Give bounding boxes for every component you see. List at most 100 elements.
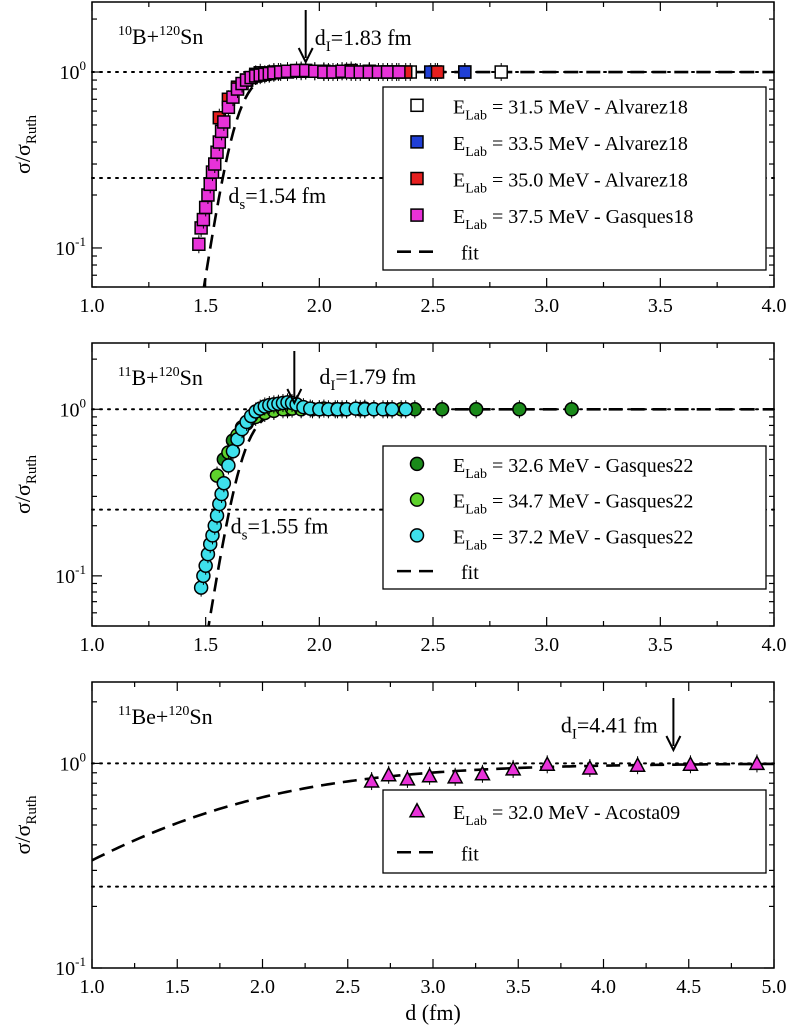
y-tick-base: 10 (60, 62, 80, 84)
label-sub: I (330, 378, 335, 394)
x-tick-label: 1.5 (193, 634, 218, 656)
y-tick-label: 100 (60, 395, 87, 421)
data-point (216, 475, 232, 491)
legend-label: ELab = 34.7 MeV - Gasques22 (453, 491, 693, 518)
x-axis-ticks: 1.0 1.5 2.0 2.5 3.0 3.5 4.0 4.5 5.0 (80, 682, 787, 998)
y-tick-base: 10 (60, 753, 80, 775)
interaction-distance-label: dI=1.79 fm (319, 364, 416, 394)
data-point (446, 768, 464, 784)
series-1 (363, 754, 766, 791)
legend-text: fit (461, 562, 479, 584)
legend-marker (409, 528, 425, 543)
legend-label: ELab = 37.2 MeV - Gasques22 (453, 526, 693, 553)
legend-e: E (453, 206, 465, 228)
y-axis-label: σ/σRuth (10, 795, 40, 855)
legend-text: = 35.0 MeV - Alvarez18 (487, 170, 688, 192)
x-axis-ticks: 1.0 1.5 2.0 2.5 3.0 3.5 4.0 (80, 2, 787, 317)
data-point (682, 755, 699, 772)
y-tick-label: 100 (60, 749, 87, 775)
legend-text: = 37.5 MeV - Gasques18 (487, 206, 693, 228)
reaction-mass-1: 10 (118, 24, 132, 39)
y-axis-label-main: σ/σ (10, 484, 35, 514)
reaction-label: 10B+120Sn (118, 24, 203, 49)
y-tick-exponent: 0 (80, 58, 87, 73)
legend-e: E (453, 133, 465, 155)
y-tick-base: 10 (55, 958, 75, 980)
y-tick-exponent: 0 (80, 749, 87, 764)
legend-label: ELab = 32.0 MeV - Acosta09 (453, 802, 680, 829)
legend-e: E (453, 455, 465, 477)
legend-marker (410, 98, 424, 113)
legend-text: = 32.0 MeV - Acosta09 (487, 802, 680, 824)
label-sub: I (326, 39, 331, 55)
data-point (208, 157, 222, 171)
y-axis-label: σ/σRuth (10, 454, 40, 514)
legend-text: = 32.6 MeV - Gasques22 (487, 455, 693, 477)
label-value: =1.79 fm (335, 364, 416, 389)
legend-sub: Lab (465, 538, 487, 553)
legend-text: = 34.7 MeV - Gasques22 (487, 491, 693, 513)
x-tick-label: 1.5 (193, 295, 218, 317)
x-axis-label: d (fm) (405, 1000, 461, 1025)
label-d: d (561, 712, 572, 737)
x-tick-label: 1.0 (80, 634, 105, 656)
legend-label: fit (461, 243, 479, 265)
legend-marker (410, 171, 424, 186)
data-point (198, 200, 213, 215)
legend-text: fit (461, 243, 479, 265)
label-sub: s (242, 527, 248, 543)
data-point (581, 759, 599, 775)
label-sub: I (572, 726, 577, 742)
legend-label: ELab = 32.6 MeV - Gasques22 (453, 455, 693, 482)
x-tick-label: 2.5 (335, 976, 360, 998)
y-tick-label: 10-1 (55, 954, 86, 980)
x-tick-label: 1.0 (80, 295, 105, 317)
reaction-element-2: Sn (180, 365, 203, 390)
x-tick-label: 3.0 (421, 976, 446, 998)
x-tick-label: 3.5 (506, 976, 531, 998)
data-point (434, 402, 450, 417)
interaction-distance-label: dI=4.41 fm (561, 712, 658, 742)
label-value: =1.55 fm (248, 513, 329, 538)
legend-marker (410, 135, 424, 149)
y-axis-label-sub: Ruth (24, 795, 40, 825)
legend-sub: Lab (465, 218, 487, 233)
y-tick-base: 10 (60, 399, 80, 421)
y-axis-label-main: σ/σ (10, 825, 35, 855)
x-tick-label: 3.0 (534, 634, 559, 656)
legend-e: E (453, 170, 465, 192)
reaction-mass-1: 11 (118, 704, 131, 719)
reaction-mass-1: 11 (118, 365, 131, 380)
legend-marker (410, 208, 424, 222)
data-point (192, 237, 206, 251)
legend-label: fit (461, 562, 479, 584)
data-point (474, 765, 491, 781)
y-tick-label: 100 (60, 58, 87, 84)
legend-e: E (453, 526, 465, 548)
y-axis-label: σ/σRuth (10, 114, 40, 174)
data-point (504, 760, 522, 776)
y-tick-base: 10 (55, 566, 75, 588)
legend-text: = 31.5 MeV - Alvarez18 (487, 96, 688, 118)
legend-e: E (453, 802, 465, 824)
strong-absorption-label: ds=1.54 fm (228, 183, 326, 213)
data-point (564, 402, 579, 417)
label-d: d (228, 183, 239, 208)
x-tick-label: 4.0 (591, 976, 616, 998)
legend-box (382, 789, 767, 874)
x-tick-label: 2.5 (421, 634, 446, 656)
label-sub: s (239, 197, 245, 213)
legend-label: ELab = 37.5 MeV - Gasques18 (453, 206, 693, 233)
strong-absorption-label: ds=1.55 fm (231, 513, 329, 543)
x-tick-label: 2.0 (307, 295, 332, 317)
series-4 (192, 61, 406, 254)
legend-marker (409, 456, 425, 472)
x-tick-label: 2.0 (307, 634, 332, 656)
legend-e: E (453, 96, 465, 118)
reaction-mass-2: 120 (168, 704, 189, 719)
y-tick-exponent: 0 (80, 395, 87, 410)
data-point (399, 770, 416, 786)
